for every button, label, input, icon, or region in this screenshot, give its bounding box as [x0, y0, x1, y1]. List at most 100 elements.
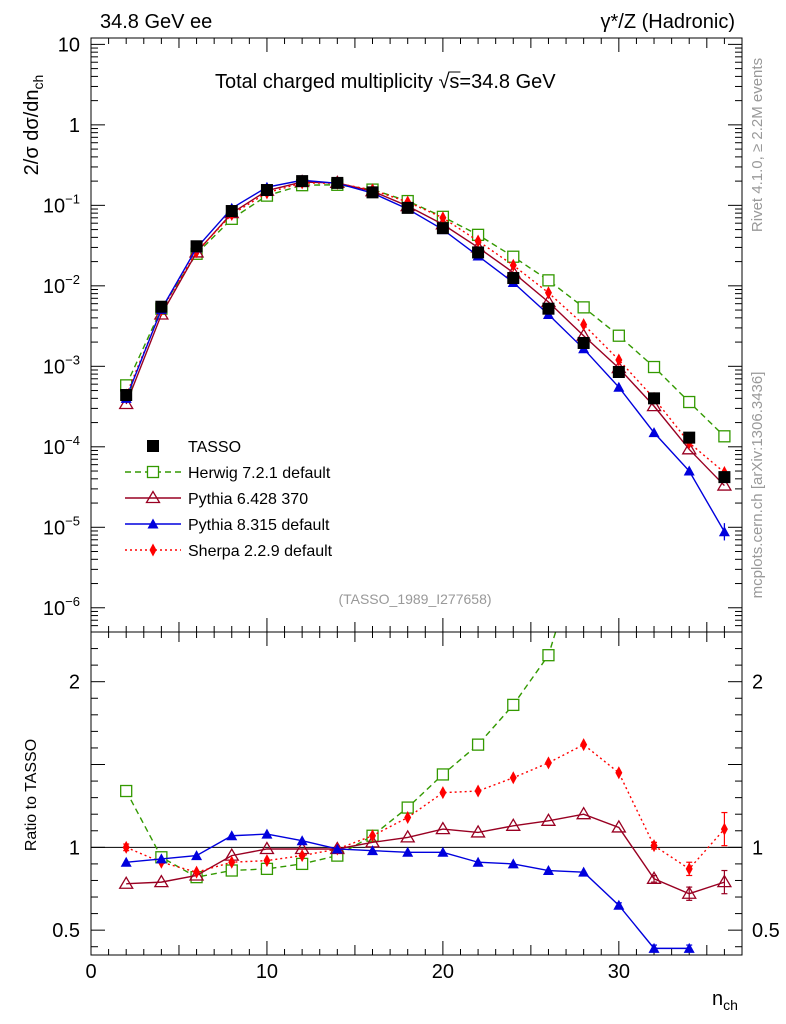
- main-y-tick-label: 10−5: [43, 513, 80, 539]
- sherpa-point: [580, 318, 588, 332]
- pythia6-ratio-point: [118, 875, 134, 889]
- main-curves: [118, 174, 733, 541]
- herwig-point: [577, 301, 590, 314]
- sherpa-ratio-point: [228, 855, 236, 869]
- sherpa-ratio-point: [369, 829, 377, 843]
- pythia6-point: [716, 477, 733, 491]
- main-y-tick-label-base: 10: [43, 276, 65, 298]
- x-tick-label: 0: [85, 961, 96, 983]
- plot-title: Total charged multiplicity √s=34.8 GeV: [215, 71, 556, 93]
- data-point: [155, 300, 168, 313]
- sherpa-point: [474, 234, 482, 248]
- pythia6-ratio-point: [505, 818, 521, 831]
- pythia6-ratio-point: [400, 829, 416, 843]
- ratio-y-tick-label: 1: [69, 837, 80, 859]
- main-y-tick-label: 10−6: [43, 594, 80, 620]
- pythia8-ratio-point: [120, 856, 132, 867]
- main-y-axis-label-main: 2/σ dσ/dn: [21, 89, 43, 175]
- main-y-tick-label: 1: [69, 115, 80, 137]
- ratio-curves: [91, 444, 742, 953]
- ratio-plot: 2 2 1 1 0.5 0.5 0 10 20 30 Ratio to TASSO nch: [23, 444, 780, 1013]
- data-point: [718, 471, 731, 484]
- main-y-tick-label-exp: −3: [65, 352, 80, 367]
- pythia8-ratio-point: [578, 866, 590, 877]
- data-point: [120, 389, 133, 402]
- herwig-ratio-point: [542, 649, 555, 662]
- main-y-tick-label: 10−2: [43, 272, 80, 298]
- ratio-y-tick-label-right: 2: [752, 672, 763, 694]
- header-energy-label: 34.8 GeV ee: [100, 11, 212, 33]
- sherpa-ratio-curve: [125, 743, 725, 873]
- pythia8-ratio-point: [472, 856, 484, 867]
- pythia8-ratio-point: [402, 846, 414, 857]
- ratio-y-tick-labels: 2 2 1 1 0.5 0.5: [52, 672, 780, 942]
- sherpa-ratio-point: [298, 849, 306, 863]
- main-y-tick-label-exp: −6: [65, 594, 80, 609]
- pythia6-ratio-point: [435, 821, 451, 835]
- ratio-y-axis-label: Ratio to TASSO: [23, 739, 40, 851]
- herwig-curve: [125, 184, 725, 437]
- ratio-y-tick-label: 0.5: [52, 920, 80, 942]
- x-axis-label-sub: ch: [723, 997, 738, 1013]
- pythia6-ratio-point: [470, 824, 486, 838]
- sherpa-ratio-point: [122, 840, 130, 854]
- main-y-tick-label-exp: −5: [65, 513, 80, 528]
- pythia8-ratio-point: [331, 843, 343, 854]
- data-point: [436, 222, 449, 235]
- main-y-axis-label-sub: ch: [30, 75, 46, 90]
- data-point: [225, 205, 238, 218]
- herwig-point: [683, 395, 696, 409]
- x-tick-label: 20: [432, 961, 454, 983]
- pythia6-ratio-point: [540, 813, 557, 826]
- ratio-plot-frame: [90, 631, 743, 956]
- main-y-tick-label: 10: [58, 34, 80, 56]
- mcplots-label: mcplots.cern.ch [arXiv:1306.3436]: [749, 372, 766, 599]
- data-point: [260, 184, 273, 197]
- herwig-ratio-curve: [125, 632, 557, 878]
- sherpa-ratio-point: [685, 862, 693, 876]
- x-tick-labels: 0 10 20 30: [85, 961, 630, 983]
- sherpa-ratio-point: [544, 756, 552, 770]
- herwig-ratio-point: [649, 444, 660, 455]
- pythia8-ratio-point: [191, 850, 203, 861]
- sherpa-ratio-point: [263, 854, 271, 868]
- herwig-point: [542, 274, 555, 287]
- pythia8-ratio-point: [507, 858, 519, 869]
- pythia8-ratio-point: [296, 835, 308, 846]
- herwig-ratio-point: [613, 494, 624, 505]
- herwig-ratio-point: [436, 768, 450, 781]
- main-y-tick-label: 10−4: [43, 433, 80, 459]
- sherpa-ratio-point: [193, 865, 201, 879]
- herwig-ratio-point: [578, 535, 589, 546]
- data-point: [190, 240, 203, 253]
- data-point: [472, 246, 485, 259]
- sherpa-point: [615, 353, 623, 367]
- legend-marker-pythia6: [145, 490, 161, 504]
- pythia8-point: [683, 465, 695, 476]
- pythia6-ratio-point: [153, 874, 170, 888]
- legend-marker-data: [147, 440, 159, 452]
- pythia6-ratio-point: [646, 871, 662, 884]
- sherpa-ratio-point: [580, 738, 588, 752]
- pythia6-ratio-point: [259, 841, 275, 855]
- x-tick-label: 10: [256, 961, 278, 983]
- x-tick-label: 30: [608, 961, 630, 983]
- sherpa-point: [544, 286, 552, 300]
- pythia8-ratio-point: [683, 942, 695, 953]
- pythia6-point: [681, 441, 697, 455]
- plot-title-text: Total charged multiplicity: [215, 71, 438, 93]
- data-point: [366, 186, 379, 199]
- main-y-tick-label-exp: −4: [65, 433, 80, 448]
- pythia8-point: [613, 381, 625, 392]
- legend-label-pythia8: Pythia 8.315 default: [188, 517, 330, 534]
- main-y-tick-label-base: 10: [43, 598, 65, 620]
- data-point: [331, 176, 344, 189]
- main-y-tick-label-base: 10: [43, 437, 65, 459]
- data-point: [296, 175, 309, 188]
- pythia6-ratio-point: [611, 819, 627, 833]
- legend: TASSO Herwig 7.2.1 default Pythia 6.428 37…: [125, 439, 333, 560]
- x-axis-label: nch: [712, 988, 738, 1013]
- pythia8-ratio-point: [437, 846, 449, 857]
